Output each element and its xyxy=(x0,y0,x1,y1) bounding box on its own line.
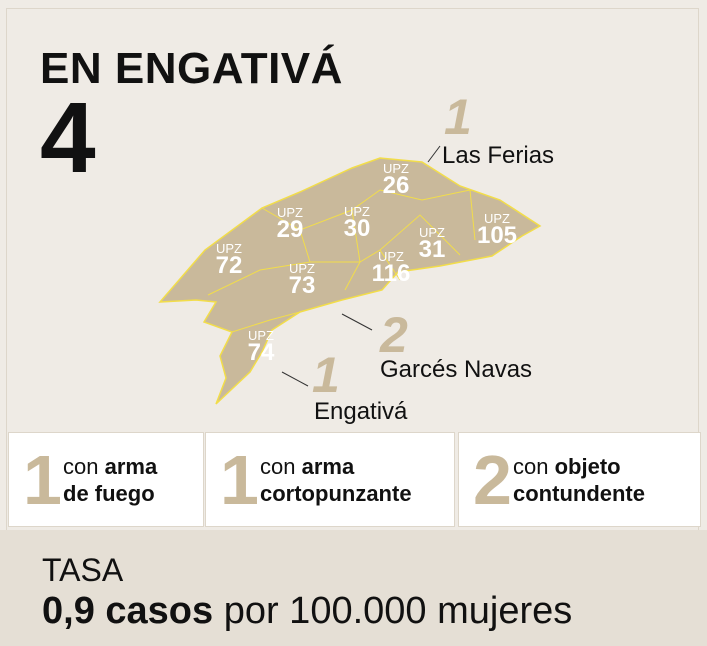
callout-name: Garcés Navas xyxy=(380,356,533,383)
rate-unit: por 100.000 mujeres xyxy=(223,590,573,632)
district-number: 30 xyxy=(343,215,371,242)
district-number: 73 xyxy=(288,272,316,299)
map xyxy=(158,145,542,405)
weapon-prefix: con xyxy=(63,454,99,479)
weapon-count: 2 xyxy=(473,441,512,519)
callout-name: Las Ferias xyxy=(442,142,555,169)
leader-lines xyxy=(281,145,441,387)
weapon-bold: arma xyxy=(104,454,158,479)
district-label: UPZ 72 xyxy=(199,241,259,279)
weapon-bold: cortopunzante xyxy=(260,481,412,506)
rate-line: 0,9 casos por 100.000 mujeres xyxy=(42,590,572,633)
district-number: 26 xyxy=(382,172,410,199)
callout-count: 1 xyxy=(312,347,340,403)
weapon-line: con objeto xyxy=(513,453,645,480)
weapon-line: de fuego xyxy=(63,480,157,507)
weapon-box: 2 con objeto contundente xyxy=(458,432,701,527)
weapon-prefix: con xyxy=(513,454,549,479)
rate-label: TASA xyxy=(42,552,124,588)
weapon-line: con arma xyxy=(260,453,412,480)
district-prefix: UPZ xyxy=(383,161,409,176)
district-label: UPZ 26 xyxy=(366,161,426,199)
district-label: UPZ 29 xyxy=(260,205,320,243)
title: EN ENGATIVÁ xyxy=(40,44,343,93)
district-prefix: UPZ xyxy=(216,241,242,256)
rate-band xyxy=(0,530,707,646)
weapon-bold: objeto xyxy=(554,454,621,479)
district-label: UPZ 116 xyxy=(361,249,421,287)
weapon-bold: arma xyxy=(301,454,355,479)
district-prefix: UPZ xyxy=(378,249,404,264)
weapon-text: con arma cortopunzante xyxy=(260,453,412,507)
district-prefix: UPZ xyxy=(248,328,274,343)
district-label: UPZ 74 xyxy=(231,328,291,366)
weapon-line: con arma xyxy=(63,453,157,480)
weapon-text: con arma de fuego xyxy=(63,453,157,507)
district-prefix: UPZ xyxy=(289,261,315,276)
district-prefix: UPZ xyxy=(277,205,303,220)
district-label: UPZ 31 xyxy=(402,225,462,263)
district-label: UPZ 105 xyxy=(467,211,527,249)
total: 4 xyxy=(40,82,96,194)
callout-count: 1 xyxy=(444,89,472,145)
district-number: 116 xyxy=(371,260,411,287)
weapon-bold: de fuego xyxy=(63,481,155,506)
callout-name: Engativá xyxy=(314,398,408,425)
district-number: 72 xyxy=(215,252,243,279)
callout-count: 2 xyxy=(380,307,408,363)
weapon-line: cortopunzante xyxy=(260,480,412,507)
district-prefix: UPZ xyxy=(484,211,510,226)
weapon-count: 1 xyxy=(220,441,259,519)
district-number: 31 xyxy=(418,236,446,263)
district-number: 74 xyxy=(247,339,275,366)
district-label: UPZ 73 xyxy=(272,261,332,299)
district-prefix: UPZ xyxy=(419,225,445,240)
district-number: 105 xyxy=(476,222,518,249)
borders xyxy=(207,189,476,333)
weapon-prefix: con xyxy=(260,454,296,479)
district-number: 29 xyxy=(276,216,304,243)
weapon-count: 1 xyxy=(23,441,62,519)
weapon-box: 1 con arma cortopunzante xyxy=(205,432,455,527)
weapon-text: con objeto contundente xyxy=(513,453,645,507)
rate-value: 0,9 casos xyxy=(42,590,214,632)
district-label: UPZ 30 xyxy=(327,204,387,242)
weapon-bold: contundente xyxy=(513,481,645,506)
district-prefix: UPZ xyxy=(344,204,370,219)
weapon-line: contundente xyxy=(513,480,645,507)
weapon-box: 1 con arma de fuego xyxy=(8,432,204,527)
